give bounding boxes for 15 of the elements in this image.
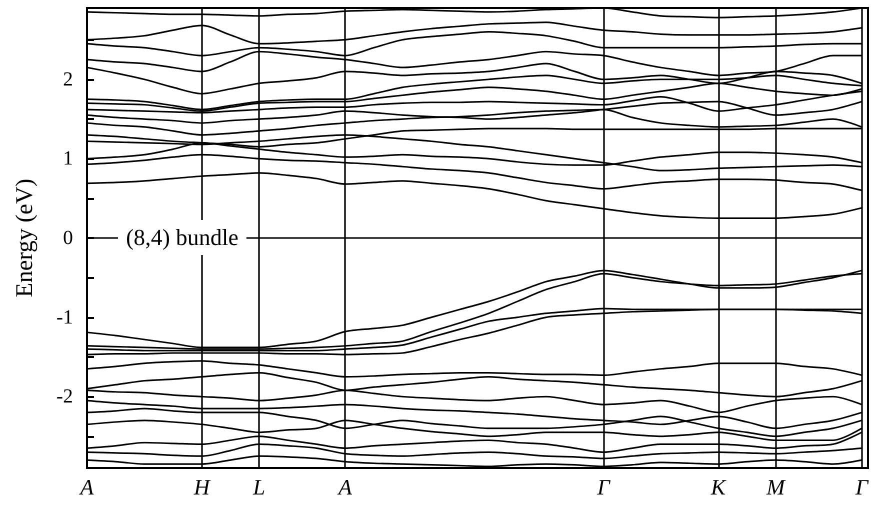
x-tick-label: M <box>765 474 786 500</box>
x-tick-label: Γ <box>854 474 870 500</box>
y-tick-label: -1 <box>56 306 73 328</box>
x-tick-label: L <box>252 474 266 500</box>
x-tick-label: K <box>710 474 727 500</box>
x-tick-label: A <box>336 474 353 500</box>
x-tick-label: Γ <box>596 474 612 500</box>
y-axis-title: Energy (eV) <box>12 178 38 298</box>
y-tick-label: -2 <box>56 386 73 408</box>
y-tick-label: 2 <box>63 68 73 90</box>
x-tick-label: H <box>192 474 211 500</box>
x-tick-label: A <box>78 474 94 500</box>
y-tick-label: 0 <box>63 227 73 249</box>
y-tick-label: 1 <box>63 148 73 170</box>
annotation: (8,4) bundle <box>126 225 238 250</box>
